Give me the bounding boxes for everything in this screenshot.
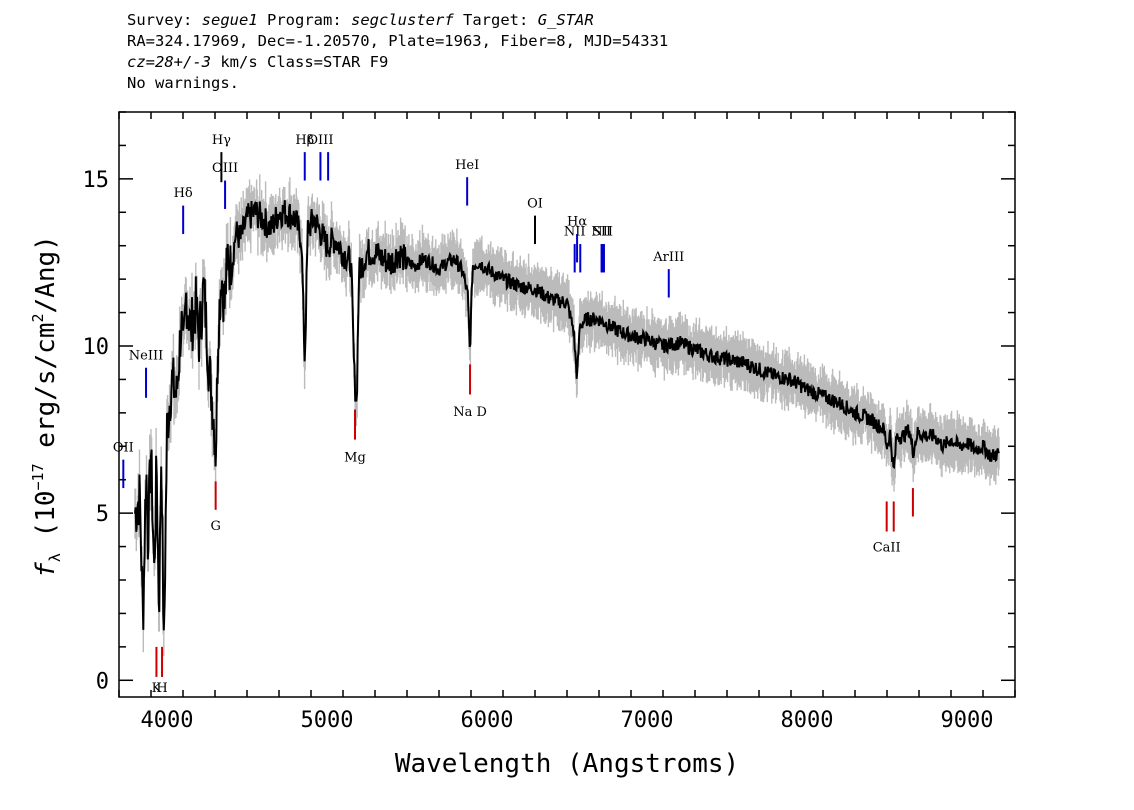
x-tick-label: 5000 [301, 708, 354, 733]
program-label: Program: [267, 11, 342, 29]
header-line-coords: RA=324.17969, Dec=-1.20570, Plate=1963, … [127, 32, 669, 50]
spectrum-line [134, 200, 1000, 631]
survey-value: segue1 [201, 11, 258, 29]
emission-line-label: NeIII [129, 348, 163, 363]
x-tick-label: 6000 [461, 708, 514, 733]
absorption-line-label: K [152, 681, 162, 696]
x-tick-label: 8000 [781, 708, 834, 733]
y-label-sub: λ [46, 553, 64, 562]
absorption-line-label: Na D [453, 405, 487, 420]
spectral-line-markers: OIINeIIIHδHγOIIIHβOIIIHeIOINIIHαSIINIIAr… [113, 133, 914, 696]
header-line-warnings: No warnings. [127, 74, 239, 92]
emission-line-label: OI [527, 196, 543, 211]
absorption-line-label: Mg [344, 450, 366, 465]
y-label-mid: (10 [31, 490, 61, 553]
tick-labels: 4000 5000 6000 7000 8000 9000 0 5 10 15 [83, 168, 994, 733]
absorption-line-label: CaII [873, 541, 901, 556]
target-label: Target: [463, 11, 529, 29]
y-label-end: /Ang) [31, 235, 61, 313]
emission-line-label: ArIII [652, 250, 684, 265]
spectrum-header: Survey: segue1 Program: segclusterf Targ… [127, 10, 668, 94]
x-axis-title: Wavelength (Angstroms) [395, 749, 739, 779]
emission-line-label: OII [113, 440, 134, 455]
cz-rest: km/s Class=STAR F9 [220, 53, 389, 71]
emission-line-label: Hγ [212, 133, 231, 148]
y-label-f: f [31, 562, 61, 578]
target-value: G_STAR [537, 11, 594, 29]
y-label-exp: −17 [29, 463, 47, 490]
program-value: segclusterf [351, 11, 454, 29]
header-line-survey: Survey: segue1 Program: segclusterf Targ… [127, 10, 668, 31]
header-line-redshift: cz=28+/-3 km/s Class=STAR F9 [127, 52, 668, 73]
y-tick-label: 15 [83, 168, 110, 193]
y-label-rest: erg/s/cm [31, 323, 61, 464]
emission-line-label: OIII [307, 133, 333, 148]
emission-line-label: Hβ [295, 133, 314, 148]
x-tick-label: 4000 [141, 708, 194, 733]
emission-line-label: OIII [212, 161, 238, 176]
emission-line-label: Hδ [174, 186, 193, 201]
survey-label: Survey: [127, 11, 193, 29]
x-tick-label: 7000 [621, 708, 674, 733]
emission-line-label: HeI [455, 158, 479, 173]
y-label-exp2: 2 [29, 313, 47, 322]
axis-ticks [118, 111, 1016, 697]
absorption-line-label: H [156, 681, 167, 696]
emission-line-label: NII [564, 225, 586, 240]
cz-value: cz=28+/-3 [127, 53, 211, 71]
y-tick-label: 10 [83, 335, 110, 360]
emission-line-label: Hα [567, 215, 587, 230]
emission-line-label: NII [591, 225, 613, 240]
y-tick-label: 5 [96, 502, 109, 527]
y-axis-title: fλ (10−17 erg/s/cm2/Ang) [29, 235, 64, 578]
emission-line-label: SII [592, 225, 611, 240]
spectrum-series [134, 200, 1000, 631]
x-tick-label: 9000 [941, 708, 994, 733]
y-tick-label: 0 [96, 669, 109, 694]
absorption-line-label: G [210, 519, 220, 534]
